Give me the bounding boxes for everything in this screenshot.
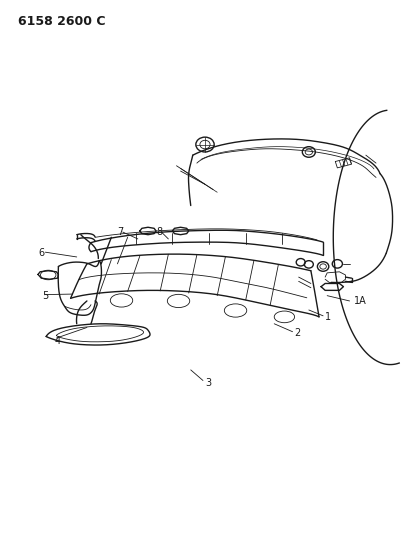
Text: 6158 2600 C: 6158 2600 C [18,14,105,28]
Text: 3: 3 [204,378,211,388]
Text: 2: 2 [294,328,300,338]
Text: 1: 1 [324,312,330,322]
Text: 6: 6 [38,248,44,259]
Text: 8: 8 [156,227,162,237]
Text: 4: 4 [54,336,60,346]
Text: 7: 7 [117,227,124,237]
Text: 1A: 1A [353,296,366,306]
Text: 5: 5 [42,290,48,301]
